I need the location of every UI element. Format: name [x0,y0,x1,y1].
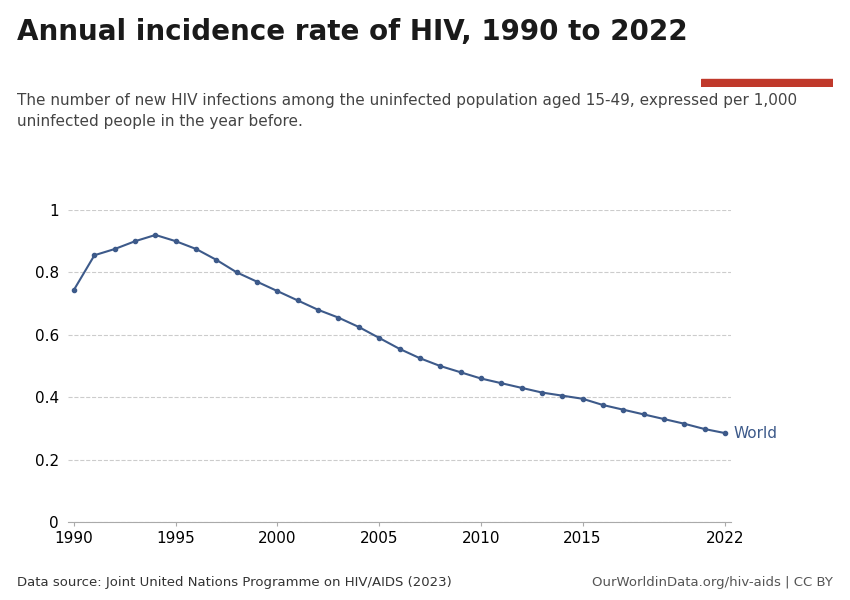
Text: World: World [734,425,777,440]
Text: Annual incidence rate of HIV, 1990 to 2022: Annual incidence rate of HIV, 1990 to 20… [17,18,688,46]
Text: in Data: in Data [743,52,791,65]
Text: Data source: Joint United Nations Programme on HIV/AIDS (2023): Data source: Joint United Nations Progra… [17,576,451,589]
Text: The number of new HIV infections among the uninfected population aged 15-49, exp: The number of new HIV infections among t… [17,93,797,108]
Text: OurWorldinData.org/hiv-aids | CC BY: OurWorldinData.org/hiv-aids | CC BY [592,576,833,589]
Bar [701,79,833,87]
Text: uninfected people in the year before.: uninfected people in the year before. [17,114,303,129]
Text: Our World: Our World [734,31,801,44]
